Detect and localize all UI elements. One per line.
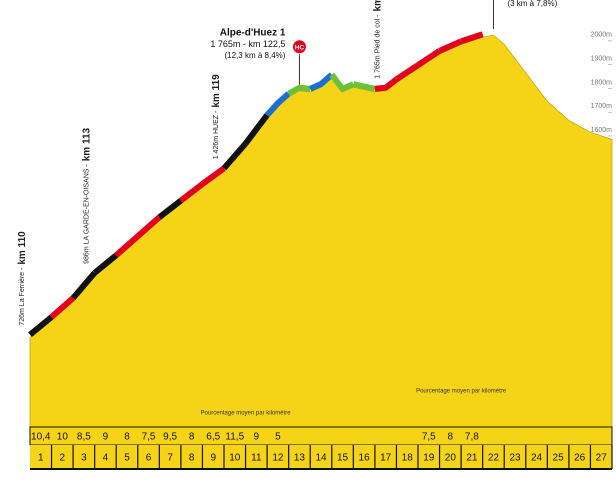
gradient-segment [200, 165, 226, 187]
x-tick-label: 1 [38, 453, 44, 464]
gradient-label: 9,5 [163, 432, 177, 443]
gradient-caption: Pourcentage moyen par kilomètre [201, 411, 292, 417]
place-km: km 126,5 [372, 0, 383, 12]
x-tick-label: 10 [229, 453, 241, 464]
x-tick-label: 2 [60, 453, 66, 464]
gradient-label: 7,5 [422, 432, 436, 443]
x-tick-label: 15 [337, 453, 349, 464]
x-tick-label: 22 [488, 453, 500, 464]
gradient-label: 7,5 [142, 432, 156, 443]
gradient-label: 11,5 [225, 432, 244, 443]
gradient-segment [114, 234, 140, 258]
gradient-label: 8 [448, 432, 454, 443]
y-tick-label: 1600m [591, 127, 613, 134]
x-tick-label: 20 [445, 453, 457, 464]
x-tick-label: 8 [189, 453, 195, 464]
place-text: 1 765m Pied de col - km 126,5 [372, 0, 383, 79]
profile-area [29, 34, 613, 428]
summit-climb: (12,3 km à 8,4%) [225, 51, 286, 60]
summit-category: HC [295, 44, 305, 51]
x-tick-label: 14 [315, 453, 327, 464]
gradient-segment [264, 91, 291, 118]
gradient-segment [70, 270, 97, 300]
place-km: km 110 [17, 231, 28, 265]
gradient-segment [243, 113, 270, 146]
x-tick-label: 16 [359, 453, 371, 464]
y-tick-label: 2000m [591, 32, 613, 39]
gradient-segment [309, 72, 334, 92]
gradient-segment [460, 31, 484, 45]
x-tick-label: 23 [509, 453, 521, 464]
place-name: 986m LA GARDE-EN-OISANS - [84, 164, 91, 264]
gradient-segment [28, 314, 54, 337]
x-tick-label: 7 [167, 453, 173, 464]
place-text: 1 426m HUEZ - km 119 [211, 74, 222, 159]
gradient-segment [49, 295, 76, 320]
x-tick-label: 5 [124, 453, 130, 464]
gradient-segment [374, 77, 399, 92]
km-band [30, 445, 612, 469]
place-name: 1 426m HUEZ - [213, 110, 220, 159]
place-km: km 119 [211, 74, 222, 108]
place-text: 726m La Ferrière - km 110 [17, 231, 28, 326]
place-label: 1 765m Pied de col - km 126,5 [372, 0, 383, 79]
gradient-label: 7,8 [465, 432, 479, 443]
gradient-segment [135, 214, 162, 239]
place-km: km 113 [81, 127, 92, 161]
gradient-caption: Pourcentage moyen par kilomètre [416, 389, 507, 395]
place-name: 1 765m Pied de col - [375, 14, 382, 79]
gradient-label: 8 [124, 432, 130, 443]
x-tick-label: 25 [553, 453, 565, 464]
x-tick-label: 17 [380, 453, 392, 464]
gradient-segment [438, 38, 463, 54]
place-name: 726m La Ferrière - [19, 267, 26, 326]
gradient-segment [416, 48, 442, 68]
gradient-segment [179, 181, 205, 203]
gradient-label: 9 [103, 432, 109, 443]
gradient-label: 9 [254, 432, 260, 443]
y-tick-label: 1800m [591, 79, 613, 86]
x-tick-label: 6 [146, 453, 152, 464]
gradient-band [29, 426, 613, 446]
gradient-label: 10,4 [31, 432, 51, 443]
x-tick-label: 18 [402, 453, 414, 464]
gradient-segment [157, 198, 183, 220]
x-tick-label: 13 [294, 453, 306, 464]
x-tick-label: 26 [574, 453, 586, 464]
gradient-segment [92, 252, 119, 276]
place-label: 726m La Ferrière - km 110 [17, 231, 28, 326]
x-tick-label: 9 [210, 453, 216, 464]
summit-climb: (3 km à 7,8%) [507, 0, 557, 8]
gradient-segment [221, 141, 248, 171]
gradient-segment [352, 81, 376, 92]
gradient-label: 8,5 [77, 432, 91, 443]
x-tick-label: 21 [466, 453, 478, 464]
summit-name: Alpe-d'Huez 1 [220, 27, 286, 38]
place-text: 986m LA GARDE-EN-OISANS - km 113 [81, 127, 92, 263]
y-tick-label: 1700m [591, 103, 613, 110]
x-tick-label: 27 [596, 453, 608, 464]
gradient-segment [394, 62, 420, 82]
x-tick-label: 12 [272, 453, 284, 464]
place-label: 1 426m HUEZ - km 119 [211, 74, 222, 159]
gradient-label: 6,5 [206, 432, 220, 443]
summit-badge [291, 39, 307, 55]
gradient-label: 5 [275, 432, 281, 443]
x-tick-label: 11 [251, 453, 262, 464]
gradient-label: 8 [189, 432, 195, 443]
gradient-label: 10 [57, 432, 69, 443]
x-tick-label: 24 [531, 453, 543, 464]
gradient-segment [329, 72, 355, 92]
summit-detail: 1 765m - km 122,5 [210, 39, 285, 49]
y-tick-label: 1900m [591, 55, 613, 62]
gradient-segment [287, 84, 311, 97]
place-label: 986m LA GARDE-EN-OISANS - km 113 [81, 127, 92, 263]
x-tick-label: 3 [81, 453, 87, 464]
x-tick-label: 19 [423, 453, 435, 464]
x-tick-label: 4 [103, 453, 109, 464]
